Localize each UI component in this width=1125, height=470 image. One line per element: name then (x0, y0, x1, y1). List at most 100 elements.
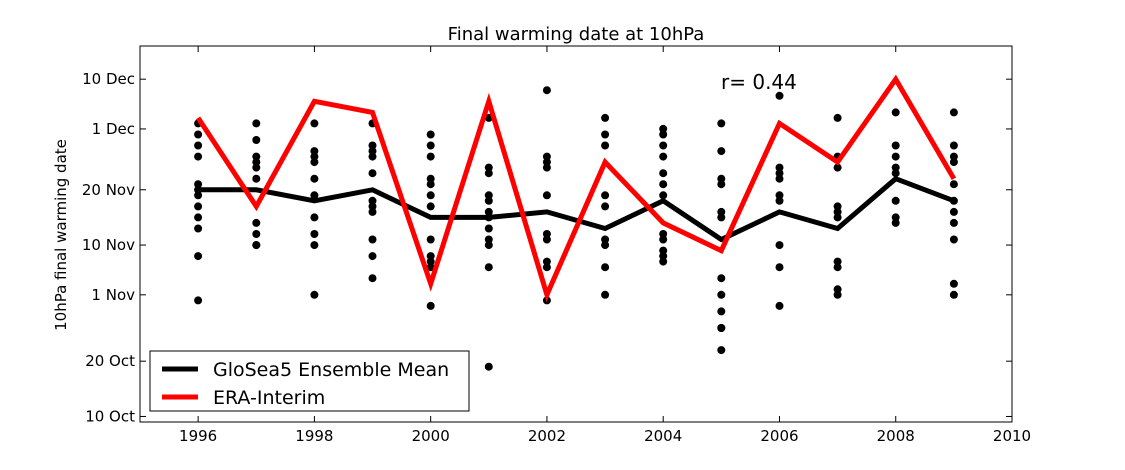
ensemble-point-1999-3 (368, 152, 377, 161)
ensemble-point-2001-5 (484, 207, 493, 216)
ensemble-point-2001-10 (484, 263, 493, 272)
ensemble-point-2004-2 (659, 141, 668, 150)
y-tick-label: 10 Oct (85, 407, 135, 425)
ensemble-point-2005-7 (717, 290, 726, 299)
x-tick-label: 2006 (760, 427, 798, 445)
ensemble-point-1998-1 (310, 147, 319, 156)
y-tick-label: 20 Nov (82, 181, 135, 199)
ensemble-point-1996-7 (194, 202, 203, 211)
ensemble-point-2000-1 (426, 141, 435, 150)
ensemble-point-1999-2 (368, 147, 377, 156)
ensemble-point-2005-0 (717, 119, 726, 128)
ensemble-point-2000-3 (426, 174, 435, 183)
ensemble-point-2003-8 (601, 290, 610, 299)
ensemble-point-2001-8 (484, 235, 493, 244)
ensemble-point-2002-0 (542, 86, 551, 95)
ensemble-point-2000-2 (426, 152, 435, 161)
ensemble-point-1999-4 (368, 169, 377, 178)
ensemble-point-2004-10 (659, 252, 668, 261)
ensemble-point-2006-7 (775, 263, 784, 272)
ensemble-point-2004-1 (659, 130, 668, 139)
ensemble-point-2007-8 (833, 285, 842, 294)
ensemble-point-1999-10 (368, 274, 377, 283)
ensemble-point-2005-8 (717, 307, 726, 316)
ensemble-point-2003-7 (601, 263, 610, 272)
ensemble-point-2004-11 (659, 257, 668, 266)
ensemble-point-2009-4 (949, 180, 958, 189)
ensemble-point-1999-5 (368, 196, 377, 205)
ensemble-point-2007-6 (833, 257, 842, 266)
ensemble-point-2008-1 (891, 141, 900, 150)
ensemble-point-2002-6 (542, 235, 551, 244)
ensemble-point-1998-7 (310, 230, 319, 238)
ensemble-point-2001-2 (484, 169, 493, 178)
ensemble-point-2009-2 (949, 152, 958, 161)
chart-title: Final warming date at 10hPa (448, 24, 705, 45)
ensemble-point-1999-1 (368, 141, 377, 150)
ensemble-point-1997-4 (252, 163, 261, 172)
ensemble-point-2008-5 (891, 196, 900, 205)
y-axis: 10 Oct 20 Oct 1 Nov 10 Nov 20 Nov 1 Dec 10 Dec (82, 70, 1012, 425)
ensemble-point-2006-3 (775, 174, 784, 183)
ensemble-point-1998-8 (310, 241, 319, 250)
ensemble-point-2006-4 (775, 191, 784, 200)
ensemble-point-2009-1 (949, 141, 958, 150)
ensemble-point-2002-5 (542, 230, 551, 238)
ensemble-point-1997-0 (252, 119, 261, 128)
x-tick-label: 2002 (528, 427, 566, 445)
ensemble-point-2009-9 (949, 279, 958, 288)
y-tick-label: 1 Dec (92, 120, 135, 138)
ensemble-point-2000-6 (426, 202, 435, 211)
ensemble-point-1997-2 (252, 152, 261, 161)
ensemble-point-2003-3 (601, 191, 610, 200)
ensemble-point-2005-2 (717, 174, 726, 183)
ensemble-point-2002-1 (542, 152, 551, 161)
ensemble-point-2000-9 (426, 257, 435, 266)
ensemble-point-2006-2 (775, 169, 784, 178)
ensemble-point-2000-0 (426, 130, 435, 139)
legend: GloSea5 Ensemble Mean ERA-Interim (149, 350, 470, 412)
ensemble-point-1998-9 (310, 290, 319, 299)
ensemble-point-2003-1 (601, 130, 610, 139)
ensemble-point-2003-0 (601, 113, 610, 122)
y-axis-label: 10hPa final warming date (52, 139, 70, 331)
ensemble-point-2002-8 (542, 263, 551, 272)
ensemble-point-2005-10 (717, 324, 726, 332)
ensemble-point-2001-11 (484, 362, 493, 371)
ensemble-point-1996-4 (194, 180, 203, 189)
ensemble-point-1996-9 (194, 224, 203, 233)
ensemble-point-1997-5 (252, 174, 261, 183)
ensemble-point-1996-6 (194, 191, 203, 200)
ensemble-point-2005-3 (717, 180, 726, 189)
ensemble-point-2009-7 (949, 218, 958, 227)
ensemble-point-2008-0 (891, 108, 900, 117)
ensemble-point-2001-4 (484, 196, 493, 205)
ensemble-point-2004-4 (659, 169, 668, 178)
x-tick-label: 2000 (412, 427, 450, 445)
ensemble-point-2007-5 (833, 213, 842, 222)
ensemble-point-2002-3 (542, 163, 551, 172)
x-tick-label: 1998 (295, 427, 333, 445)
ensemble-point-1996-8 (194, 213, 203, 222)
ensemble-point-2003-5 (601, 235, 610, 244)
y-tick-label: 1 Nov (91, 286, 135, 304)
y-tick-label: 20 Oct (85, 352, 135, 370)
ensemble-point-2009-8 (949, 235, 958, 244)
ensemble-point-2007-9 (833, 290, 842, 299)
ensemble-point-2003-4 (601, 202, 610, 211)
ensemble-point-2007-4 (833, 207, 842, 216)
ensemble-point-2001-1 (484, 163, 493, 172)
ensemble-point-2001-7 (484, 224, 493, 233)
ensemble-point-1997-7 (252, 230, 261, 238)
ensemble-point-1996-11 (194, 296, 203, 305)
ensemble-point-2005-5 (717, 213, 726, 222)
ensemble-point-1998-2 (310, 152, 319, 161)
ensemble-point-2009-0 (949, 108, 958, 117)
ensemble-point-2002-4 (542, 191, 551, 200)
ensemble-point-2002-7 (542, 257, 551, 266)
x-axis: 1996 1998 2000 2002 2004 2006 2008 2010 (179, 46, 1031, 445)
ensemble-point-1997-1 (252, 136, 261, 144)
ensemble-point-2009-6 (949, 207, 958, 216)
plot-area (194, 74, 958, 371)
